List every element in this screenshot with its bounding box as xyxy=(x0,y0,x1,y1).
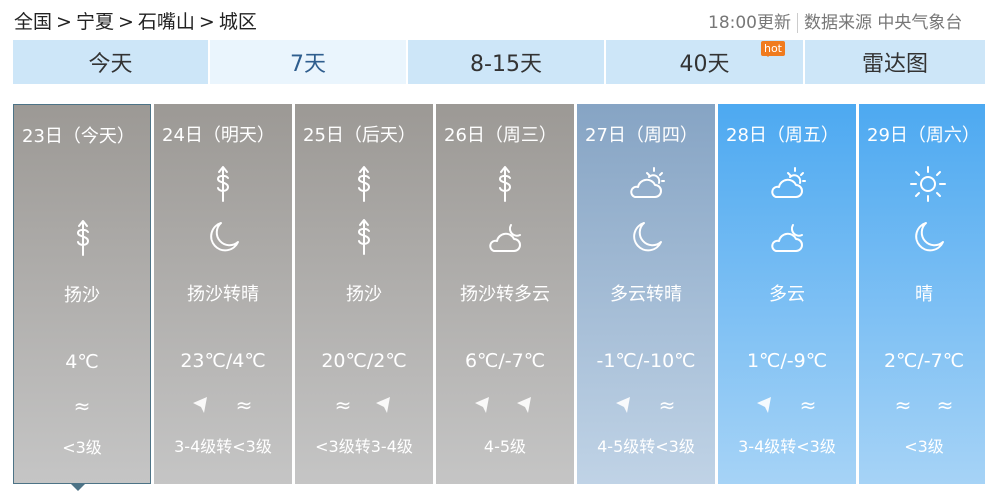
wind-arrow-icon xyxy=(515,394,537,416)
breeze-icon: ≈ xyxy=(334,393,352,417)
cloudy-night-icon xyxy=(767,217,807,257)
sandstorm-icon xyxy=(344,217,384,257)
update-time: 18:00更新 xyxy=(708,13,791,33)
weather-desc: 扬沙 xyxy=(64,285,100,306)
breeze-icon: ≈ xyxy=(894,393,912,417)
wind-arrow-icon xyxy=(755,394,777,416)
partly-cloudy-icon xyxy=(626,164,666,204)
wind-direction: ≈ xyxy=(295,393,433,417)
breadcrumb-separator: > xyxy=(56,11,72,33)
breadcrumb: 全国 > 宁夏 > 石嘴山 > 城区 xyxy=(14,7,261,34)
wind-direction: ≈ xyxy=(14,394,150,418)
temperature: 6℃/-7℃ xyxy=(464,350,546,372)
tab-label: 40天 xyxy=(679,52,730,77)
tab-label: 7天 xyxy=(290,52,326,77)
tab-label: 雷达图 xyxy=(861,52,928,77)
breeze-icon: ≈ xyxy=(799,393,817,417)
tab-7-days[interactable]: 7天 xyxy=(210,40,406,84)
day-date: 24日（明天） xyxy=(162,125,275,146)
weather-desc: 扬沙转晴 xyxy=(187,284,259,305)
tab-today[interactable]: 今天 xyxy=(13,40,208,84)
day-card[interactable]: 25日（后天） 扬沙 20℃/2℃ ≈ <3级转3-4级 xyxy=(295,104,433,484)
partly-cloudy-icon xyxy=(767,164,807,204)
breeze-icon: ≈ xyxy=(658,393,676,417)
weather-desc: 扬沙 xyxy=(346,284,382,305)
moon-icon xyxy=(908,217,948,257)
weather-desc: 多云转晴 xyxy=(610,284,682,305)
wind-level: 3-4级转<3级 xyxy=(174,437,272,456)
wind-arrow-icon xyxy=(191,394,213,416)
day-date: 28日（周五） xyxy=(726,125,839,146)
day-date: 25日（后天） xyxy=(303,125,416,146)
wind-level: 4-5级 xyxy=(483,437,527,456)
temperature: 1℃/-9℃ xyxy=(746,350,828,372)
breeze-icon: ≈ xyxy=(235,393,253,417)
temperature: 23℃/4℃ xyxy=(180,350,266,372)
sandstorm-icon xyxy=(63,218,103,258)
day-date: 27日（周四） xyxy=(585,125,698,146)
day-card[interactable]: 26日（周三） 扬沙转多云 6℃/-7℃ 4-5级 xyxy=(436,104,574,484)
breeze-icon: ≈ xyxy=(73,394,91,418)
weather-desc: 晴 xyxy=(915,284,933,305)
update-info: 18:00更新 数据来源 中央气象台 xyxy=(708,8,962,33)
sun-icon xyxy=(908,164,948,204)
tab-radar[interactable]: 雷达图 xyxy=(805,40,985,84)
wind-arrow-icon xyxy=(614,394,636,416)
moon-icon xyxy=(626,217,666,257)
wind-direction: ≈ ≈ xyxy=(859,393,985,417)
wind-level: <3级 xyxy=(904,437,944,456)
sandstorm-icon xyxy=(485,164,525,204)
temperature: 4℃ xyxy=(65,351,99,373)
wind-level: <3级 xyxy=(62,438,102,457)
temperature: 2℃/-7℃ xyxy=(883,350,965,372)
day-date: 23日（今天） xyxy=(22,126,135,147)
breadcrumb-separator: > xyxy=(198,11,215,33)
breadcrumb-national[interactable]: 全国 xyxy=(14,11,53,33)
breadcrumb-district: 城区 xyxy=(218,11,257,33)
wind-direction: ≈ xyxy=(577,393,715,417)
tab-label: 8-15天 xyxy=(470,52,542,77)
data-source: 数据来源 中央气象台 xyxy=(804,13,963,33)
wind-level: 4-5级转<3级 xyxy=(597,437,695,456)
selected-pointer xyxy=(70,483,86,499)
temperature: 20℃/2℃ xyxy=(321,350,407,372)
day-card[interactable]: 27日（周四） 多云转晴 -1℃/-10℃ ≈4-5级转<3级 xyxy=(577,104,715,484)
tab-8-15-days[interactable]: 8-15天 xyxy=(408,40,604,84)
tab-40-days[interactable]: 40天 hot xyxy=(606,40,803,84)
breadcrumb-ningxia[interactable]: 宁夏 xyxy=(75,11,114,33)
wind-direction: ≈ xyxy=(718,393,856,417)
weather-desc: 扬沙转多云 xyxy=(460,284,550,305)
seven-day-forecast: 23日（今天） 扬沙 4℃ ≈ <3级 24日（明天） 扬沙转晴 23℃/4℃ ≈3-4级转<3… xyxy=(13,104,985,484)
wind-level: <3级转3-4级 xyxy=(315,437,413,456)
wind-level: 3-4级转<3级 xyxy=(738,437,836,456)
cloudy-night-icon xyxy=(485,217,525,257)
breeze-icon: ≈ xyxy=(936,393,954,417)
day-card[interactable]: 29日（周六）晴 2℃/-7℃ ≈ ≈ <3级 xyxy=(859,104,985,484)
sandstorm-icon xyxy=(344,164,384,204)
weather-desc: 多云 xyxy=(769,284,805,305)
day-card[interactable]: 23日（今天） 扬沙 4℃ ≈ <3级 xyxy=(13,104,151,484)
sandstorm-icon xyxy=(203,164,243,204)
divider xyxy=(797,13,798,33)
wind-direction: ≈ xyxy=(154,393,292,417)
temperature: -1℃/-10℃ xyxy=(596,350,696,372)
wind-arrow-icon xyxy=(374,394,396,416)
day-card[interactable]: 28日（周五） 多云 1℃/-9℃ ≈3-4级转<3级 xyxy=(718,104,856,484)
tab-label: 今天 xyxy=(88,52,133,77)
day-date: 26日（周三） xyxy=(444,125,557,146)
breadcrumb-separator: > xyxy=(117,11,134,33)
moon-icon xyxy=(203,217,243,257)
breadcrumb-shizuishan[interactable]: 石嘴山 xyxy=(137,11,195,33)
wind-direction xyxy=(436,393,574,417)
forecast-tabs: 今天 7天 8-15天 40天 hot 雷达图 xyxy=(13,40,985,84)
day-card[interactable]: 24日（明天） 扬沙转晴 23℃/4℃ ≈3-4级转<3级 xyxy=(154,104,292,484)
day-date: 29日（周六） xyxy=(867,125,980,146)
wind-arrow-icon xyxy=(473,394,495,416)
hot-badge: hot xyxy=(760,41,785,57)
